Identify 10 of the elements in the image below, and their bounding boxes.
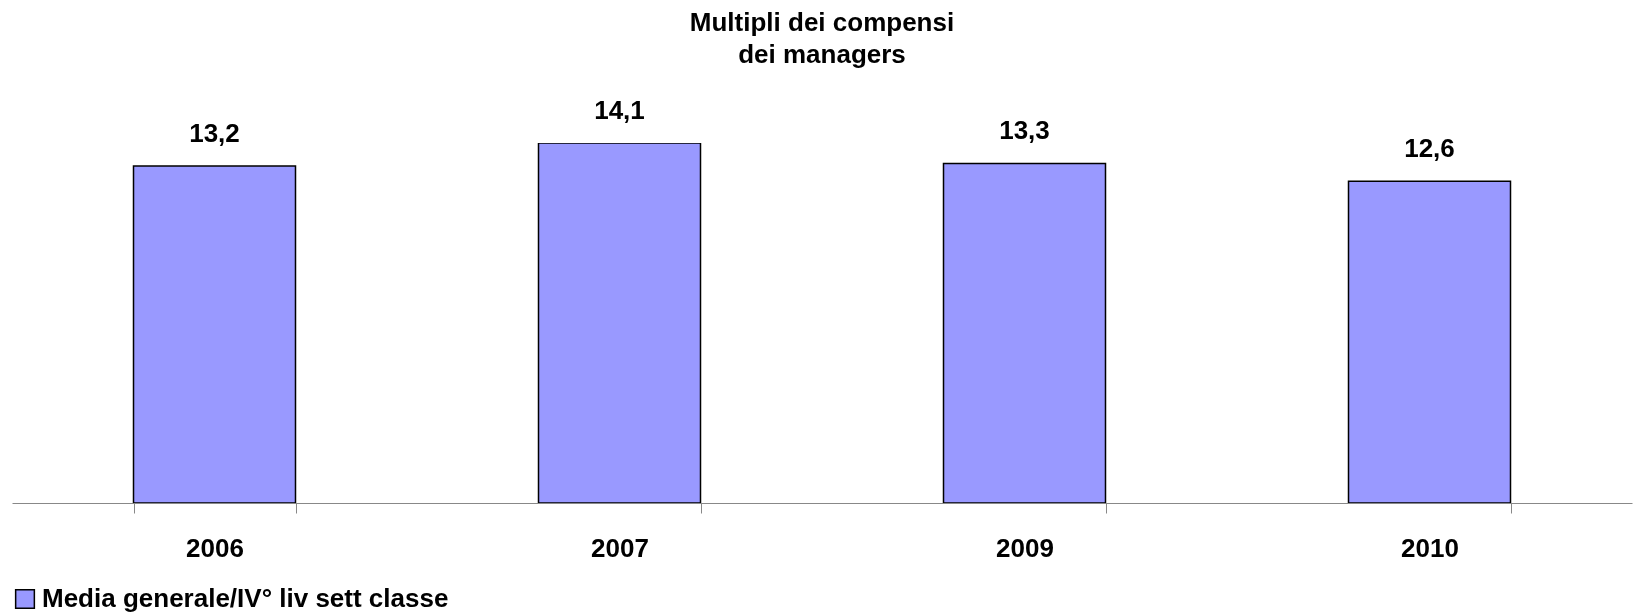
data-label: 13,3 [999,115,1050,146]
data-label: 12,6 [1404,133,1455,164]
x-tick-label: 2009 [996,532,1054,563]
chart-title: Multipli dei compensi dei managers [689,7,955,69]
data-label: 13,2 [189,117,240,148]
x-tick-label: 2010 [1401,532,1459,563]
legend-label: Media generale/IV° liv sett classe [42,583,449,613]
data-label: 14,1 [594,95,645,125]
x-tick-label: 2006 [186,532,244,563]
x-tick-label: 2007 [591,532,649,563]
